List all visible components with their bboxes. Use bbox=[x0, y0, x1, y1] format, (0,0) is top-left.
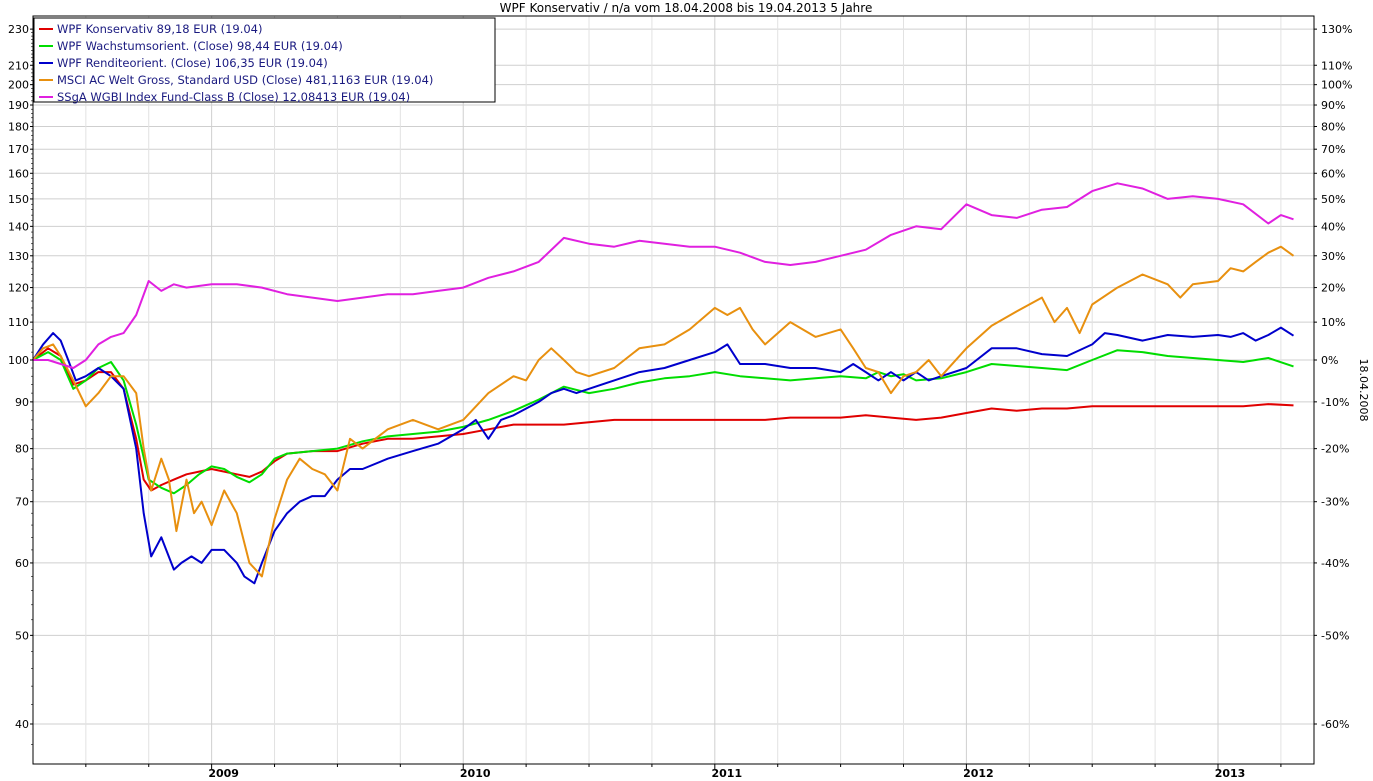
right-tick-label: 10% bbox=[1321, 316, 1345, 329]
legend-entry: WPF Wachstumsorient. (Close) 98,44 EUR (… bbox=[57, 39, 343, 53]
y-tick-label: 50 bbox=[15, 629, 29, 642]
y-tick-label: 160 bbox=[8, 167, 29, 180]
x-tick-label: 2010 bbox=[460, 767, 491, 780]
y-tick-label: 80 bbox=[15, 443, 29, 456]
y-tick-label: 40 bbox=[15, 718, 29, 731]
y-tick-label: 60 bbox=[15, 557, 29, 570]
right-tick-label: -40% bbox=[1321, 557, 1349, 570]
series-line-1 bbox=[32, 347, 1294, 492]
legend: WPF Konservativ 89,18 EUR (19.04) WPF Wac… bbox=[33, 17, 496, 104]
right-tick-label: 130% bbox=[1321, 23, 1352, 36]
y-tick-label: 120 bbox=[8, 282, 29, 295]
x-tick-label: 2013 bbox=[1215, 767, 1246, 780]
right-tick-label: 0% bbox=[1321, 354, 1338, 367]
right-tick-label: 20% bbox=[1321, 282, 1345, 295]
y-tick-label: 100 bbox=[8, 354, 29, 367]
y-tick-label: 150 bbox=[8, 193, 29, 206]
right-tick-label: -50% bbox=[1321, 629, 1349, 642]
y-tick-label: 70 bbox=[15, 496, 29, 509]
x-tick-label: 2012 bbox=[963, 767, 994, 780]
y-tick-label: 90 bbox=[15, 396, 29, 409]
right-tick-label: 100% bbox=[1321, 79, 1352, 92]
y-tick-label: 200 bbox=[8, 79, 29, 92]
right-tick-label: 40% bbox=[1321, 220, 1345, 233]
right-tick-label: 80% bbox=[1321, 120, 1345, 133]
legend-entry: WPF Renditeorient. (Close) 106,35 EUR (1… bbox=[57, 56, 328, 70]
right-tick-label: -30% bbox=[1321, 496, 1349, 509]
y-tick-label: 190 bbox=[8, 99, 29, 112]
right-tick-label: 90% bbox=[1321, 99, 1345, 112]
legend-entry: MSCI AC Welt Gross, Standard USD (Close)… bbox=[57, 73, 433, 87]
legend-entry: WPF Konservativ 89,18 EUR (19.04) bbox=[57, 22, 262, 36]
right-tick-label: -60% bbox=[1321, 718, 1349, 731]
x-tick-label: 2009 bbox=[208, 767, 239, 780]
series-line-2 bbox=[32, 349, 1294, 495]
grid bbox=[33, 16, 1314, 764]
legend-box bbox=[33, 17, 496, 103]
series-lines bbox=[32, 182, 1295, 585]
right-tick-label: -20% bbox=[1321, 443, 1349, 456]
y-tick-label: 210 bbox=[8, 59, 29, 72]
series-line-5 bbox=[33, 182, 1294, 369]
y-tick-label: 130 bbox=[8, 250, 29, 263]
y-tick-label: 180 bbox=[8, 120, 29, 133]
y-tick-label: 110 bbox=[8, 316, 29, 329]
y-tick-label: 140 bbox=[8, 220, 29, 233]
legend-entry: SSgA WGBI Index Fund-Class B (Close) 12,… bbox=[57, 90, 410, 104]
right-tick-label: 60% bbox=[1321, 167, 1345, 180]
axes: 40 50 60 70 80 90 100 110 120 130 140 150 160 170 180 1… bbox=[8, 23, 1352, 780]
series-line-4 bbox=[32, 245, 1295, 578]
chart-title: WPF Konservativ / n/a vom 18.04.2008 bis… bbox=[500, 1, 873, 15]
right-tick-label: 50% bbox=[1321, 193, 1345, 206]
right-tick-label: 70% bbox=[1321, 143, 1345, 156]
right-tick-label: -10% bbox=[1321, 396, 1349, 409]
x-tick-label: 2011 bbox=[712, 767, 743, 780]
right-tick-label: 30% bbox=[1321, 250, 1345, 263]
right-axis-label: 18.04.2008 bbox=[1357, 359, 1370, 422]
y-tick-label: 230 bbox=[8, 23, 29, 36]
right-tick-label: 110% bbox=[1321, 59, 1352, 72]
series-line-3 bbox=[32, 326, 1295, 585]
plot-frame bbox=[32, 15, 1315, 765]
y-tick-label: 170 bbox=[8, 143, 29, 156]
